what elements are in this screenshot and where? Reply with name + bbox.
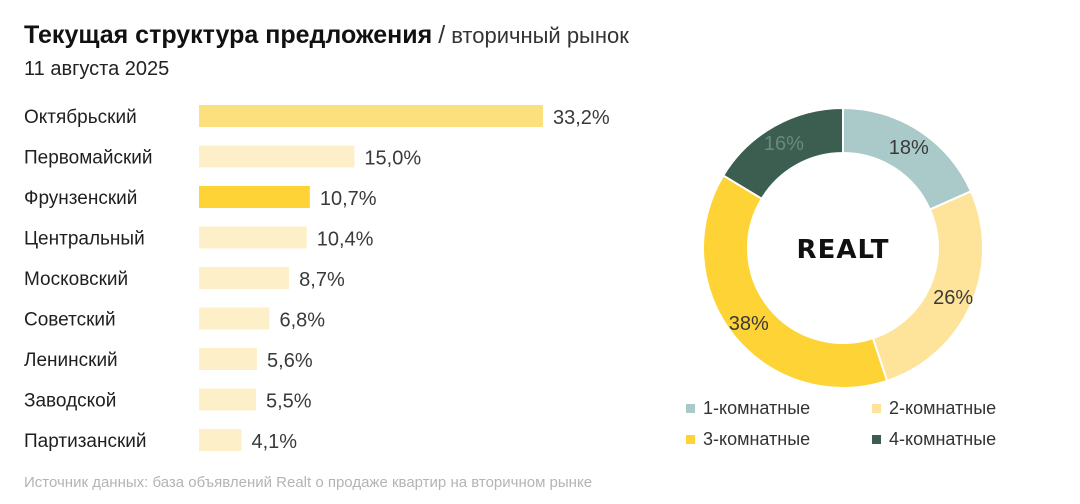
bar-value-label: 8,7% [299,269,345,291]
donut-legend: 1-комнатные 2-комнатные 3-комнатные 4-комна… [686,398,1032,450]
legend-swatch [686,404,695,413]
donut-value-label: 38% [729,313,769,335]
realt-logo: REALT [797,235,890,265]
donut-value-label: 16% [764,133,804,155]
legend-item: 1-комнатные [686,398,872,419]
donut-value-label: 26% [933,287,973,309]
bar-value-label: 6,8% [279,310,325,332]
bar [199,348,258,370]
bar-category-label: Советский [24,310,116,331]
legend-swatch [872,404,881,413]
bar-value-label: 4,1% [251,431,297,453]
bar-value-label: 10,4% [317,229,374,251]
legend-swatch [872,435,881,444]
title-line: Текущая структура предложения / вторичный … [24,20,629,54]
legend-swatch [686,435,695,444]
bar-value-label: 33,2% [553,107,610,129]
bar [199,267,290,289]
bar-value-label: 15,0% [364,148,421,170]
legend-item: 3-комнатные [686,429,872,450]
chart-subtitle: вторичный рынок [451,23,629,48]
rooms-donut-chart: 18% 26% 38% 16% REALT [702,106,984,389]
bar-value-label: 5,5% [266,391,312,413]
district-bar-chart: Октябрьский 33,2% Первомайский 15,0% Фрунзен… [24,105,610,453]
legend-label: 3-комнатные [703,429,811,449]
bar-category-label: Московский [24,269,128,290]
chart-header: Текущая структура предложения / вторичный … [24,20,629,81]
legend-item: 4-комнатные [872,429,1032,450]
donut-slice [702,174,889,389]
bar-category-label: Заводской [24,391,116,412]
bar-category-label: Первомайский [24,148,153,169]
chart-date: 11 августа 2025 [24,58,170,80]
bar [199,186,310,208]
donut-value-label: 18% [889,137,929,159]
bar-category-label: Октябрьский [24,107,137,128]
bar [199,307,270,330]
donut-slice [721,106,844,201]
bar [199,226,307,249]
bar-category-label: Центральный [24,229,145,250]
title-separator: / [438,21,446,49]
source-note: Источник данных: база объявлений Realt о… [24,474,593,491]
legend-label: 2-комнатные [889,398,997,418]
legend-item: 2-комнатные [872,398,1032,419]
bar-value-label: 10,7% [320,188,377,210]
chart-title: Текущая структура предложения [24,21,433,49]
bar-category-label: Партизанский [24,431,147,452]
legend-label: 4-комнатные [889,429,997,449]
bar-category-label: Ленинский [24,350,118,371]
bar [199,429,242,451]
legend-label: 1-комнатные [703,398,811,418]
bar-value-label: 5,6% [267,350,313,372]
bar-category-label: Фрунзенский [24,188,137,209]
bar [199,105,543,127]
bar [199,145,355,168]
bar [199,388,256,411]
